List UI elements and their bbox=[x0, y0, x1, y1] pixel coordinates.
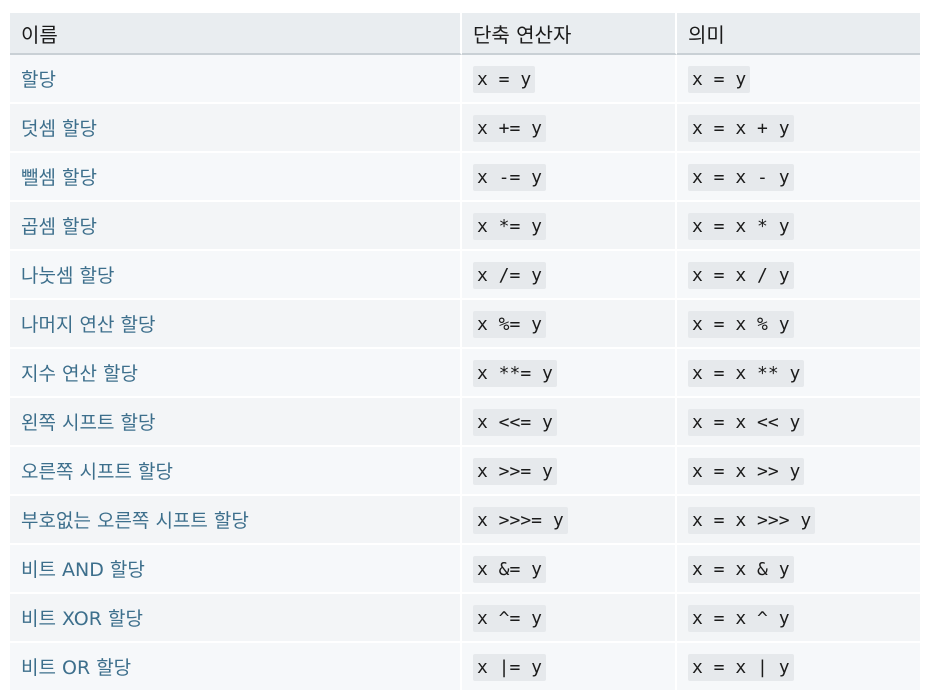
shorthand-cell: x %= y bbox=[462, 300, 677, 349]
meaning-code: x = x + y bbox=[688, 114, 794, 142]
shorthand-cell: x >>= y bbox=[462, 447, 677, 496]
assignment-operators-table: 이름 단축 연산자 의미 할당 x = y x = y 덧셈 할당 x += y x = … bbox=[10, 13, 920, 692]
meaning-cell: x = y bbox=[677, 55, 920, 104]
meaning-code: x = x ^ y bbox=[688, 604, 794, 632]
table-row: 부호없는 오른쪽 시프트 할당 x >>>= y x = x >>> y bbox=[10, 496, 920, 545]
shorthand-code: x -= y bbox=[473, 163, 547, 191]
table-row: 비트 OR 할당 x |= y x = x | y bbox=[10, 643, 920, 692]
meaning-cell: x = x / y bbox=[677, 251, 920, 300]
shorthand-cell: x &= y bbox=[462, 545, 677, 594]
table-row: 나머지 연산 할당 x %= y x = x % y bbox=[10, 300, 920, 349]
meaning-code: x = x ** y bbox=[688, 359, 805, 387]
shorthand-code: x **= y bbox=[473, 359, 557, 387]
meaning-cell: x = x & y bbox=[677, 545, 920, 594]
meaning-cell: x = x * y bbox=[677, 202, 920, 251]
shorthand-cell: x |= y bbox=[462, 643, 677, 692]
column-header-shorthand: 단축 연산자 bbox=[462, 13, 677, 55]
meaning-cell: x = x >> y bbox=[677, 447, 920, 496]
meaning-code: x = x >> y bbox=[688, 457, 805, 485]
meaning-code: x = x * y bbox=[688, 212, 794, 240]
table-row: 할당 x = y x = y bbox=[10, 55, 920, 104]
meaning-cell: x = x << y bbox=[677, 398, 920, 447]
operator-name-link[interactable]: 지수 연산 할당 bbox=[10, 349, 462, 398]
table-row: 비트 XOR 할당 x ^= y x = x ^ y bbox=[10, 594, 920, 643]
table-row: 지수 연산 할당 x **= y x = x ** y bbox=[10, 349, 920, 398]
shorthand-cell: x /= y bbox=[462, 251, 677, 300]
table-row: 덧셈 할당 x += y x = x + y bbox=[10, 104, 920, 153]
shorthand-cell: x = y bbox=[462, 55, 677, 104]
meaning-cell: x = x % y bbox=[677, 300, 920, 349]
meaning-cell: x = x >>> y bbox=[677, 496, 920, 545]
shorthand-cell: x >>>= y bbox=[462, 496, 677, 545]
header-row: 이름 단축 연산자 의미 bbox=[10, 13, 920, 55]
assignment-operators-table-container: 이름 단축 연산자 의미 할당 x = y x = y 덧셈 할당 x += y x = … bbox=[10, 13, 920, 692]
shorthand-code: x += y bbox=[473, 114, 547, 142]
operator-name-link[interactable]: 나머지 연산 할당 bbox=[10, 300, 462, 349]
shorthand-cell: x ^= y bbox=[462, 594, 677, 643]
table-row: 왼쪽 시프트 할당 x <<= y x = x << y bbox=[10, 398, 920, 447]
table-header: 이름 단축 연산자 의미 bbox=[10, 13, 920, 55]
operator-name-link[interactable]: 비트 XOR 할당 bbox=[10, 594, 462, 643]
operator-name-link[interactable]: 비트 OR 할당 bbox=[10, 643, 462, 692]
operator-name-link[interactable]: 곱셈 할당 bbox=[10, 202, 462, 251]
shorthand-cell: x += y bbox=[462, 104, 677, 153]
shorthand-code: x ^= y bbox=[473, 604, 547, 632]
operator-name-link[interactable]: 나눗셈 할당 bbox=[10, 251, 462, 300]
meaning-cell: x = x | y bbox=[677, 643, 920, 692]
column-header-name: 이름 bbox=[10, 13, 462, 55]
table-row: 뺄셈 할당 x -= y x = x - y bbox=[10, 153, 920, 202]
shorthand-code: x *= y bbox=[473, 212, 547, 240]
shorthand-code: x %= y bbox=[473, 310, 547, 338]
table-row: 나눗셈 할당 x /= y x = x / y bbox=[10, 251, 920, 300]
shorthand-code: x |= y bbox=[473, 653, 547, 681]
operator-name-link[interactable]: 부호없는 오른쪽 시프트 할당 bbox=[10, 496, 462, 545]
shorthand-cell: x -= y bbox=[462, 153, 677, 202]
table-row: 비트 AND 할당 x &= y x = x & y bbox=[10, 545, 920, 594]
table-body: 할당 x = y x = y 덧셈 할당 x += y x = x + y 뺄셈 할당 x -… bbox=[10, 55, 920, 692]
shorthand-code: x = y bbox=[473, 65, 536, 93]
meaning-code: x = x & y bbox=[688, 555, 794, 583]
operator-name-link[interactable]: 오른쪽 시프트 할당 bbox=[10, 447, 462, 496]
table-row: 오른쪽 시프트 할당 x >>= y x = x >> y bbox=[10, 447, 920, 496]
meaning-code: x = x - y bbox=[688, 163, 794, 191]
operator-name-link[interactable]: 비트 AND 할당 bbox=[10, 545, 462, 594]
shorthand-cell: x *= y bbox=[462, 202, 677, 251]
meaning-code: x = y bbox=[688, 65, 751, 93]
shorthand-code: x <<= y bbox=[473, 408, 557, 436]
shorthand-cell: x <<= y bbox=[462, 398, 677, 447]
meaning-code: x = x / y bbox=[688, 261, 794, 289]
operator-name-link[interactable]: 뺄셈 할당 bbox=[10, 153, 462, 202]
table-row: 곱셈 할당 x *= y x = x * y bbox=[10, 202, 920, 251]
operator-name-link[interactable]: 덧셈 할당 bbox=[10, 104, 462, 153]
meaning-cell: x = x ** y bbox=[677, 349, 920, 398]
operator-name-link[interactable]: 왼쪽 시프트 할당 bbox=[10, 398, 462, 447]
shorthand-code: x /= y bbox=[473, 261, 547, 289]
meaning-code: x = x >>> y bbox=[688, 506, 816, 534]
operator-name-link[interactable]: 할당 bbox=[10, 55, 462, 104]
column-header-meaning: 의미 bbox=[677, 13, 920, 55]
meaning-cell: x = x - y bbox=[677, 153, 920, 202]
meaning-code: x = x % y bbox=[688, 310, 794, 338]
shorthand-code: x >>>= y bbox=[473, 506, 568, 534]
meaning-code: x = x | y bbox=[688, 653, 794, 681]
shorthand-code: x >>= y bbox=[473, 457, 557, 485]
meaning-cell: x = x ^ y bbox=[677, 594, 920, 643]
meaning-cell: x = x + y bbox=[677, 104, 920, 153]
shorthand-cell: x **= y bbox=[462, 349, 677, 398]
shorthand-code: x &= y bbox=[473, 555, 547, 583]
meaning-code: x = x << y bbox=[688, 408, 805, 436]
